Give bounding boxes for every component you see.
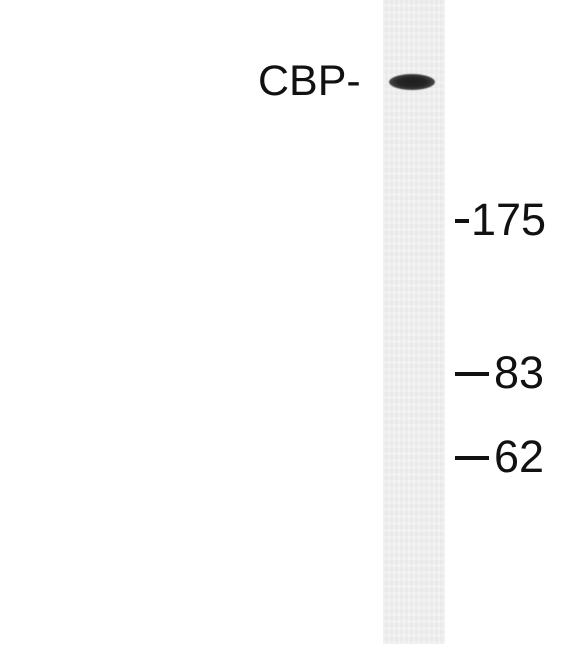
marker-dash [455, 219, 469, 224]
marker-dash [455, 456, 489, 461]
protein-label: CBP- [258, 57, 361, 105]
blot-lane [383, 0, 445, 644]
marker-83: 83 [455, 350, 544, 395]
marker-175: 175 [455, 197, 546, 242]
cbp-band [389, 74, 435, 90]
marker-dash [455, 372, 489, 377]
marker-62: 62 [455, 434, 544, 479]
marker-value-175: 175 [471, 194, 547, 245]
lane-texture [383, 0, 445, 644]
marker-value-62: 62 [494, 431, 545, 482]
marker-value-83: 83 [494, 347, 545, 398]
